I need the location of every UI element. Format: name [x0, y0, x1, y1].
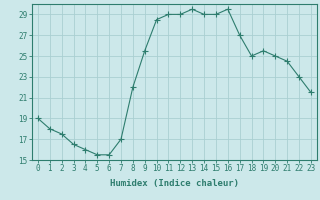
X-axis label: Humidex (Indice chaleur): Humidex (Indice chaleur) — [110, 179, 239, 188]
